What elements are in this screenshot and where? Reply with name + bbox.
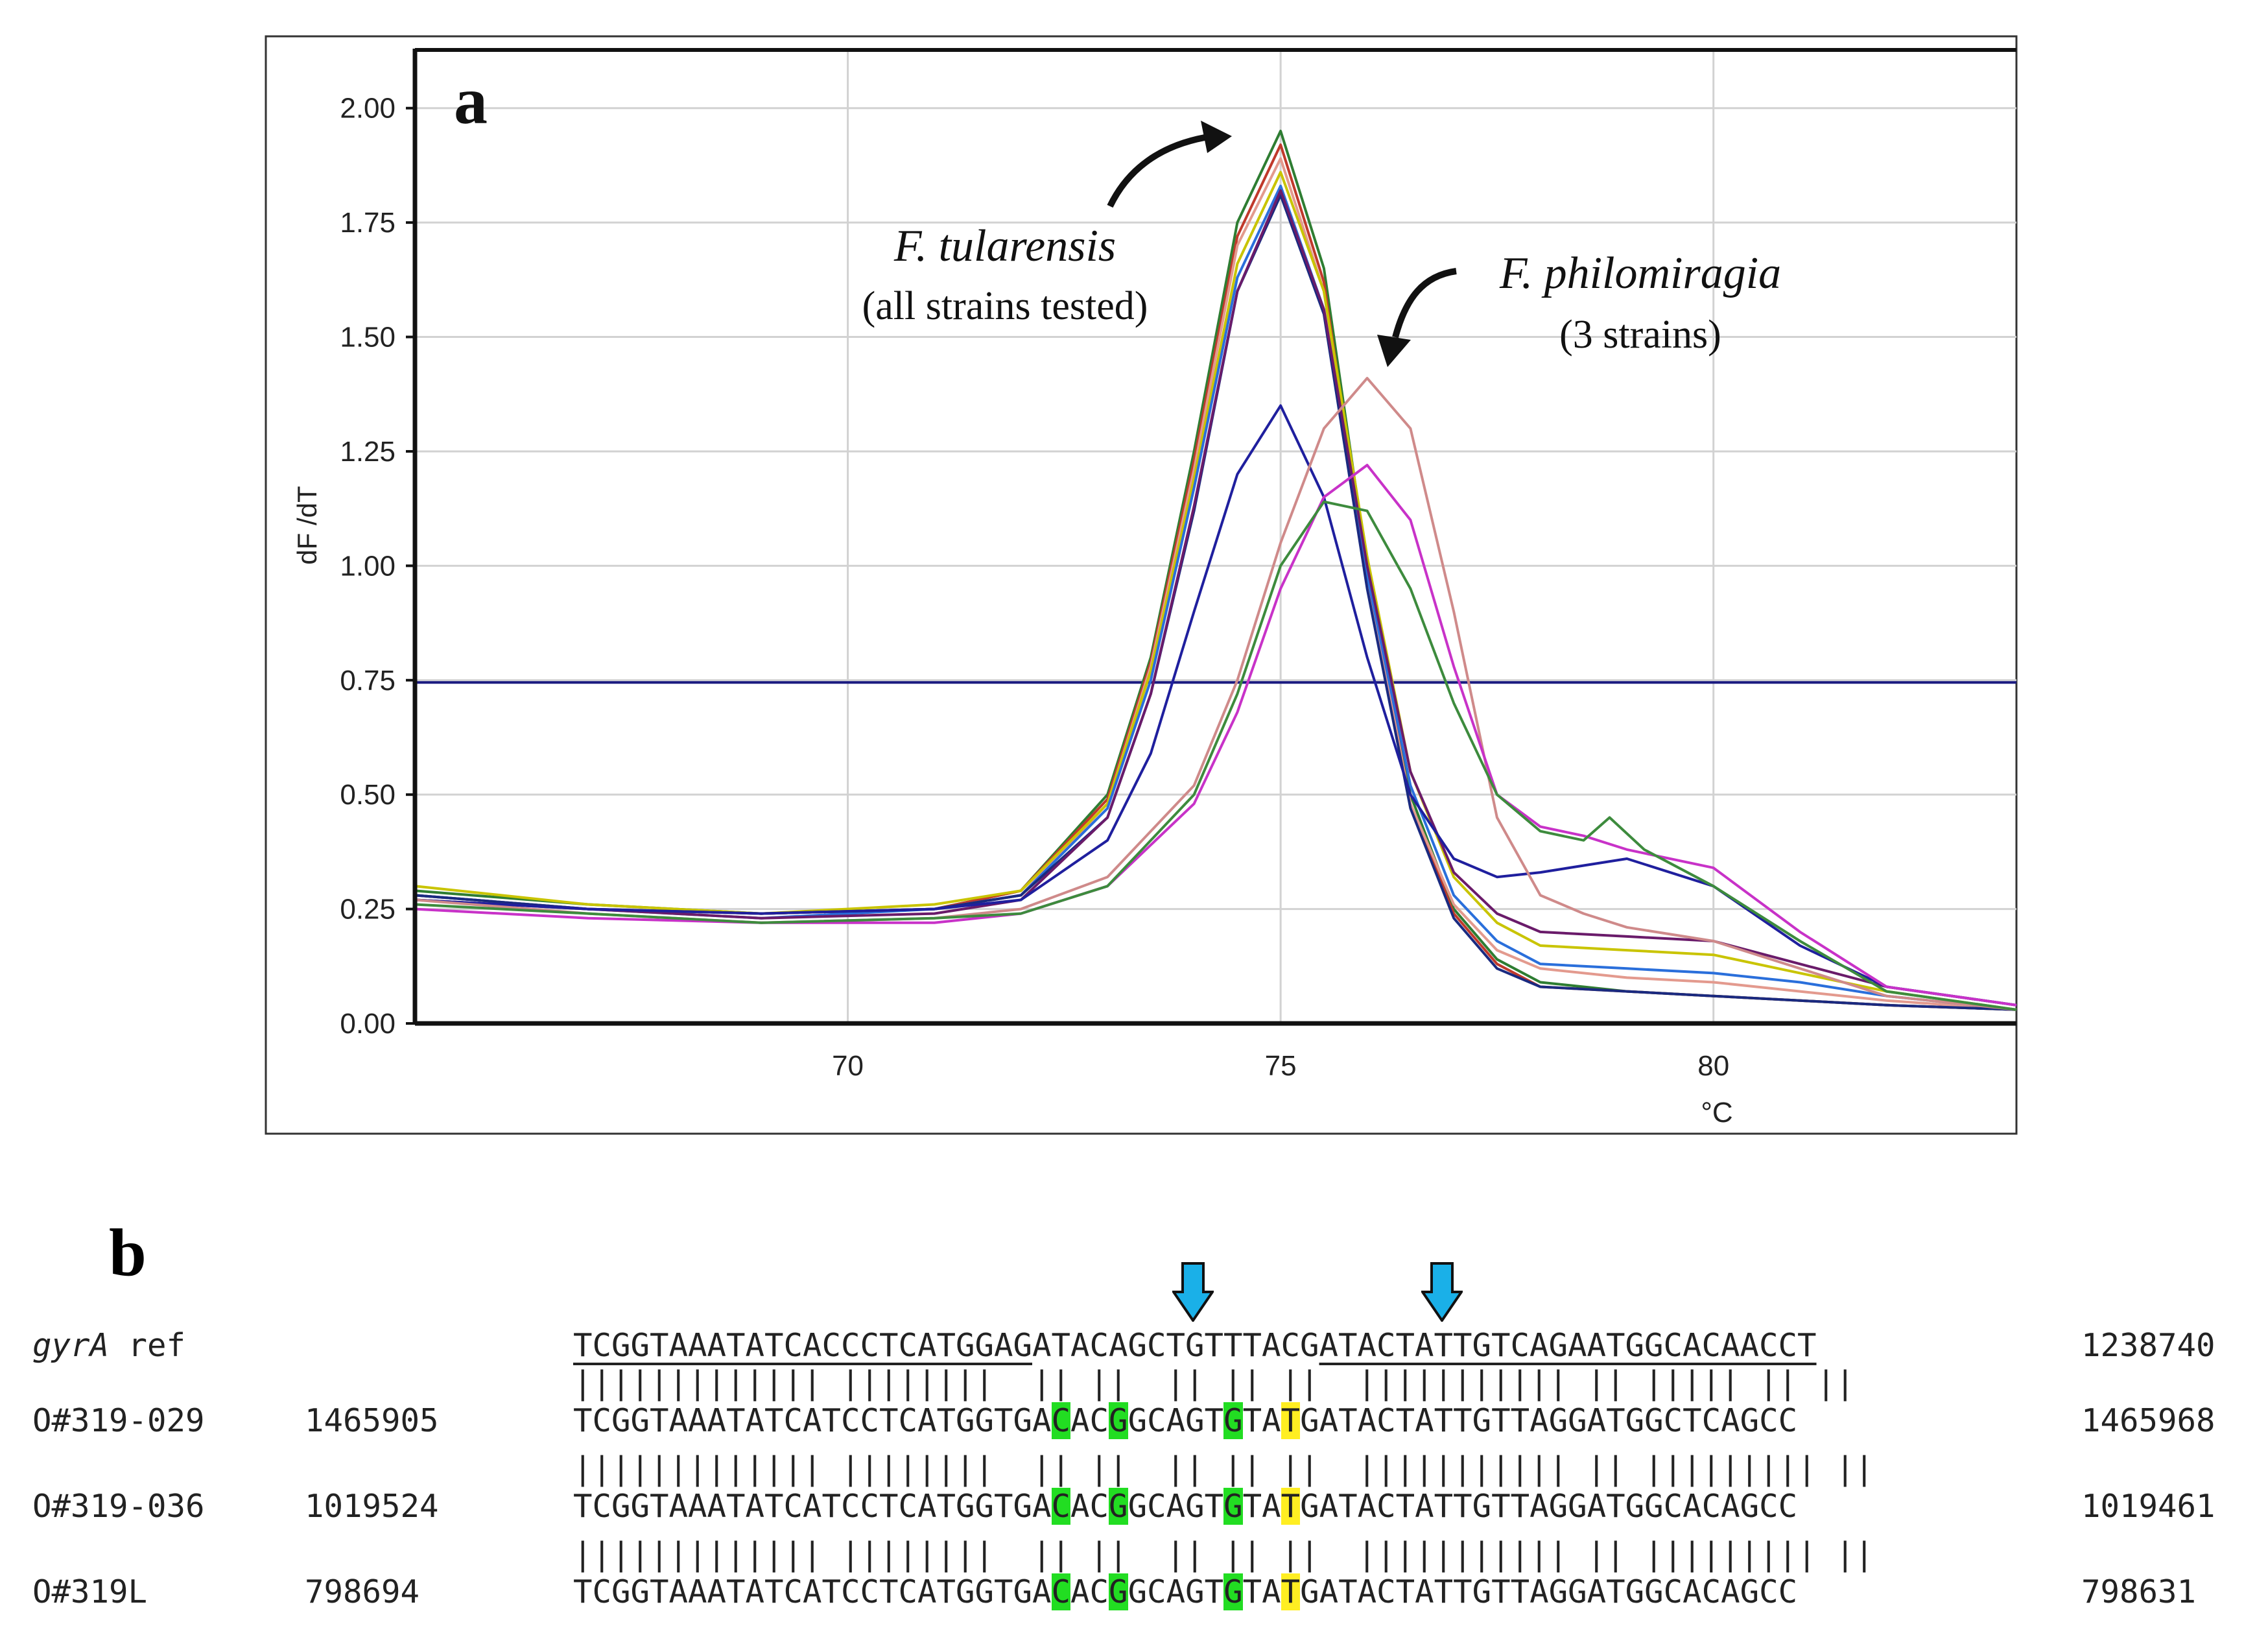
series-lines — [414, 130, 2017, 1011]
sequence-name: O#319-036 — [32, 1488, 205, 1525]
y-tick-label: 1.25 — [340, 436, 396, 468]
y-tick-label: 0.75 — [340, 665, 396, 697]
match-bars: ||||||||||||| |||||||| || || || || || ||… — [573, 1365, 1855, 1402]
sequence-text: TCGGTAAATATCACCCTCATGGAGATACAGCTGTTTACGA… — [573, 1323, 1817, 1368]
sequence-segment: GATACTATTGTTAGGATGGCACAGCC — [1300, 1488, 1798, 1525]
sequence-segment: TCGGTAAATATCATCCTCATGGTGA — [573, 1488, 1052, 1525]
axes — [406, 48, 2016, 1026]
panel-b-label: b — [109, 1215, 147, 1290]
match-line: ||||||||||||| |||||||| || || || || || ||… — [0, 1532, 2268, 1577]
philomiragia-arrowhead-icon — [1377, 335, 1411, 367]
sequence-end: 1238740 — [2081, 1327, 2215, 1364]
x-tick-label: 70 — [832, 1050, 864, 1082]
series-line-7 — [414, 189, 2017, 1007]
y-tick-label: 0.00 — [340, 1008, 396, 1040]
y-tick-label: 1.00 — [340, 550, 396, 582]
tularensis-annotation-name: F. tularensis — [893, 221, 1116, 271]
sequence-name: O#319L — [32, 1573, 148, 1610]
sequence-segment: TA — [1242, 1402, 1281, 1439]
series-line-11 — [414, 500, 2017, 1011]
philomiragia-annotation-detail: (3 strains) — [1559, 313, 1721, 357]
sequence-segment: GCAGT — [1128, 1402, 1224, 1439]
philomiragia-annotation-name: F. philomiragia — [1499, 248, 1781, 298]
match-line: ||||||||||||| |||||||| || || || || || ||… — [0, 1446, 2268, 1492]
x-tick-label: 75 — [1265, 1050, 1297, 1082]
snp-base: G — [1109, 1573, 1128, 1610]
tularensis-arrowhead-icon — [1201, 121, 1232, 153]
snp-base: G — [1223, 1402, 1243, 1439]
sequence-start: 798694 — [305, 1573, 420, 1610]
sequence-row: O#319-029 1465905 TCGGTAAATATCATCCTCATGGTG… — [0, 1398, 2268, 1444]
snp-base: T — [1281, 1402, 1301, 1439]
tularensis-curved-arrow — [1107, 134, 1205, 208]
tick-labels: 0.00 0.25 0.50 0.75 1.00 1.25 1.50 1.75 2.00 70 75… — [340, 93, 1729, 1082]
sequence-text: TCGGTAAATATCATCCTCATGGTGACACGGCAGTGTATGA… — [573, 1398, 1797, 1444]
sequence-segment: AC — [1070, 1573, 1109, 1610]
snp-base: G — [1223, 1488, 1243, 1525]
sequence-row: O#319-036 1019524 TCGGTAAATATCATCCTCATGGTG… — [0, 1484, 2268, 1529]
snp-base: C — [1051, 1488, 1071, 1525]
sequence-text: TCGGTAAATATCATCCTCATGGTGACACGGCAGTGTATGA… — [573, 1570, 1797, 1615]
sequence-name: O#319-029 — [32, 1402, 205, 1439]
sequence-segment: TCGGTAAATATCATCCTCATGGTGA — [573, 1402, 1052, 1439]
sequence-start: 1465905 — [305, 1402, 439, 1439]
sequence-segment: GCAGT — [1128, 1488, 1224, 1525]
sequence-row: O#319L 798694 TCGGTAAATATCATCCTCATGGTGACAC… — [0, 1570, 2268, 1615]
snp-base: C — [1051, 1573, 1071, 1610]
primer-segment: TCGGTAAATATCACCCTCATGGAG — [573, 1327, 1033, 1364]
tularensis-annotation-detail: (all strains tested) — [862, 284, 1148, 328]
alignment-panel: b gyrA ref TCGGTAAATATCACCCTCATGGAGATACAG… — [0, 1187, 2268, 1641]
sequence-text: TCGGTAAATATCATCCTCATGGTGACACGGCAGTGTATGA… — [573, 1484, 1797, 1529]
y-tick-label: 2.00 — [340, 93, 396, 125]
chart-frame — [265, 35, 2018, 1135]
sequence-segment: AC — [1070, 1488, 1109, 1525]
y-axis-label: dF /dT — [292, 486, 322, 564]
match-bars: ||||||||||||| |||||||| || || || || || ||… — [573, 1450, 1874, 1487]
melt-curve-chart: 0.00 0.25 0.50 0.75 1.00 1.25 1.50 1.75 2.00 70 75… — [265, 35, 2018, 1135]
y-tick-label: 1.75 — [340, 207, 396, 239]
snp-arrow-1-icon — [1172, 1262, 1214, 1322]
sequence-row: gyrA ref TCGGTAAATATCACCCTCATGGAGATACAGCT… — [0, 1323, 2268, 1368]
sequence-segment: GATACTATTGTTAGGATGGCACAGCC — [1300, 1573, 1798, 1610]
series-line-9 — [414, 377, 2017, 1011]
snp-base: C — [1051, 1402, 1071, 1439]
snp-base: T — [1281, 1488, 1301, 1525]
snp-base: G — [1223, 1573, 1243, 1610]
y-tick-label: 1.50 — [340, 322, 396, 353]
sequence-end: 1465968 — [2081, 1402, 2215, 1439]
sequence-segment: GATACTATTGTTAGGATGGCTCAGCC — [1300, 1402, 1798, 1439]
sequence-segment: TCGGTAAATATCATCCTCATGGTGA — [573, 1573, 1052, 1610]
x-tick-label: 80 — [1697, 1050, 1729, 1082]
match-line: ||||||||||||| |||||||| || || || || || ||… — [0, 1361, 2268, 1406]
y-tick-label: 0.50 — [340, 779, 396, 811]
primer-segment: ATACTATTGTCAGAATGGCACAACCT — [1319, 1327, 1817, 1364]
match-bars: ||||||||||||| |||||||| || || || || || ||… — [573, 1536, 1874, 1573]
philomiragia-curved-arrow — [1392, 268, 1457, 339]
sequence-end: 798631 — [2081, 1573, 2197, 1610]
sequence-end: 1019461 — [2081, 1488, 2215, 1525]
sequence-start: 1019524 — [305, 1488, 439, 1525]
sequence-segment: GCAGT — [1128, 1573, 1224, 1610]
y-tick-label: 0.25 — [340, 894, 396, 926]
sequence-segment: AC — [1070, 1402, 1109, 1439]
series-line-4 — [414, 171, 2017, 1011]
sequence-segment: TA — [1242, 1573, 1281, 1610]
sequence-segment: TA — [1242, 1488, 1281, 1525]
snp-base: G — [1109, 1488, 1128, 1525]
sequence-segment: ATACAGCTGTTTACG — [1032, 1327, 1319, 1364]
snp-base: G — [1109, 1402, 1128, 1439]
sequence-name: gyrA ref — [32, 1327, 186, 1364]
x-axis-label: °C — [1701, 1097, 1732, 1129]
panel-a-label: a — [454, 64, 488, 138]
snp-base: T — [1281, 1573, 1301, 1610]
snp-arrow-2-icon — [1421, 1262, 1463, 1322]
series-line-10 — [414, 464, 2017, 1007]
